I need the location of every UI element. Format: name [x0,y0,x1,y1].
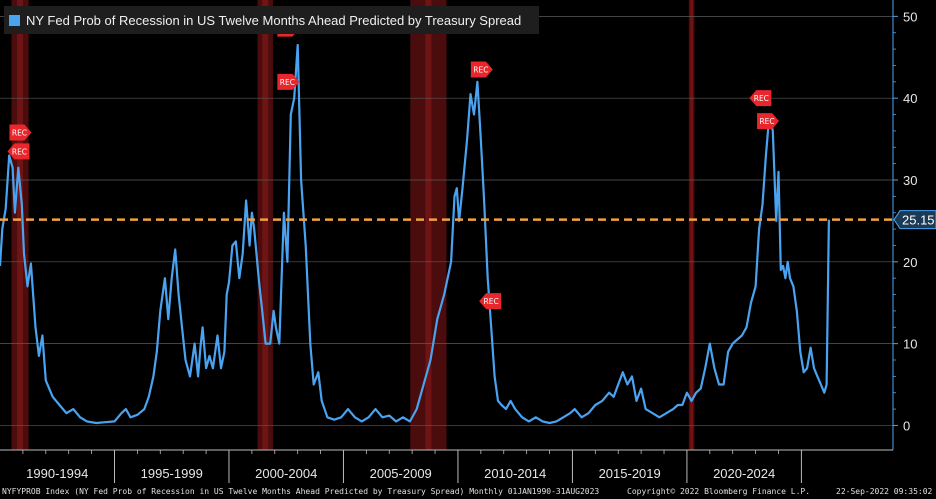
rec-marker-label: REC [12,129,27,138]
legend-series-name: NY Fed Prob of Recession in US Twelve Mo… [26,12,522,28]
rec-marker [470,61,493,78]
x-period-label: 2005-2009 [370,466,432,481]
footer-source: NYFYPROB Index (NY Fed Prob of Recession… [2,487,600,496]
x-period-label: 2020-2024 [713,466,775,481]
rec-marker-label: REC [484,297,499,306]
series-layer [0,43,830,425]
x-axis: 1990-1994 1995-1999 2000-2004 2005-2009 2010… [0,449,893,483]
rec-marker [7,143,30,160]
rec-marker [749,90,772,107]
rec-marker-label: REC [473,66,488,75]
rec-marker-label: REC [754,94,769,103]
y-tick-label: 20 [903,255,917,270]
rec-marker [757,113,780,130]
legend: NY Fed Prob of Recession in US Twelve Mo… [4,6,539,34]
x-period-label: 2010-2014 [484,466,546,481]
rec-marker [479,293,502,310]
y-tick-label: 40 [903,91,917,106]
x-period-label: 1995-1999 [141,466,203,481]
footer: NYFYPROB Index (NY Fed Prob of Recession… [0,485,936,499]
rec-marker-label: REC [12,147,27,156]
x-period-label: 2015-2019 [599,466,661,481]
footer-copyright: Copyright© 2022 Bloomberg Finance L.P. [627,487,811,496]
y-tick-label: 50 [903,9,917,24]
rec-marker-label: REC [759,117,774,126]
rec-marker [277,73,300,90]
x-period-label: 1990-1994 [26,466,88,481]
last-value-box [893,210,936,230]
y-tick-label: 30 [903,173,917,188]
last-value-text: 25.15 [902,213,935,228]
rec-marker [9,124,32,141]
rec-markers: RECRECRECRECRECRECRECREC [7,20,780,310]
recession-bands [11,0,695,450]
y-tick-label: 10 [903,337,917,352]
y-tick-label: 0 [903,418,910,433]
rec-marker-label: REC [280,78,295,87]
x-period-label: 2000-2004 [255,466,317,481]
y-axis: 0 10 20 30 40 50 [892,0,917,450]
footer-timestamp: 22-Sep-2022 09:35:02 [836,487,933,496]
legend-swatch [9,14,20,26]
last-value-label: 25.15 [893,210,936,230]
series-line [0,43,830,425]
